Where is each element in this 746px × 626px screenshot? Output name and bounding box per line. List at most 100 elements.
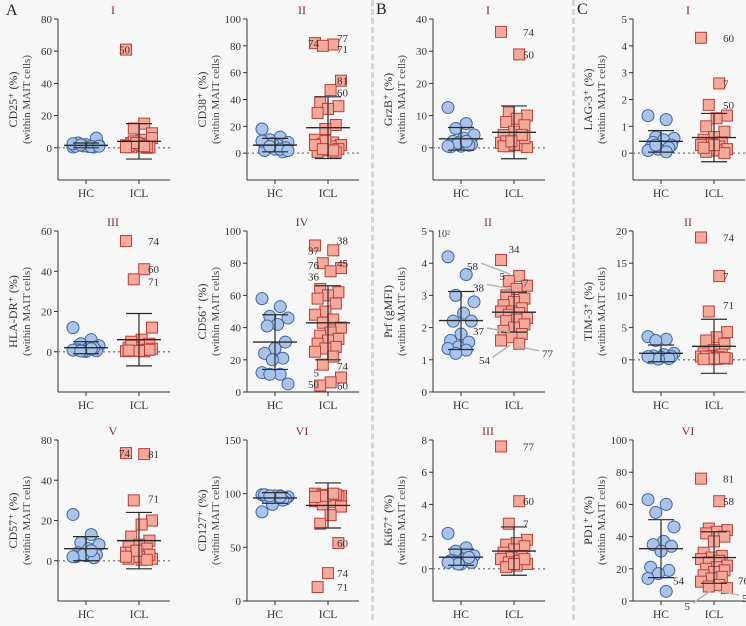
icl-data-point <box>510 282 523 295</box>
icl-data-point <box>324 265 337 278</box>
y-axis-label-sub: (within MAIT cells) <box>21 55 33 144</box>
panel-title: VI <box>682 424 695 438</box>
patient-id-label: 37 <box>473 326 485 338</box>
icl-data-point <box>718 125 731 138</box>
y-tick-label: 80 <box>41 14 53 26</box>
y-tick-label: 1 <box>622 121 628 133</box>
y-tick-label: 40 <box>616 532 628 544</box>
icl-data-point <box>120 235 132 248</box>
icl-data-point <box>515 128 528 141</box>
hc-data-point <box>649 138 663 152</box>
icl-data-point <box>513 48 526 61</box>
y-tick-label: 30 <box>416 46 428 58</box>
hc-data-point <box>74 344 88 358</box>
y-tick-label: 10 <box>616 290 628 302</box>
y-tick-label: 40 <box>230 95 242 107</box>
patient-id-label: 71 <box>723 300 734 312</box>
patient-id-label: 50 <box>723 100 735 112</box>
y-tick-label: 0 <box>236 387 242 399</box>
icl-data-point <box>695 31 707 44</box>
annotation-arrow <box>486 283 511 290</box>
icl-data-point <box>316 143 329 156</box>
y-axis-label: CD56⁺ (%) <box>195 284 209 340</box>
patient-id-label: 50 <box>742 593 746 605</box>
icl-data-point <box>138 263 151 276</box>
patient-id-label: 50 <box>523 49 535 61</box>
y-axis-label: Prf (gMFI) <box>381 285 395 338</box>
patient-id-label: 60 <box>337 538 349 550</box>
y-tick-label: 60 <box>230 68 242 80</box>
patient-id-label: 71 <box>337 44 348 56</box>
scatter-panel-a-iv: IV 0 20 40 60 80 100 HC ICL CD56⁺ (%) (within MAIT… <box>195 215 359 412</box>
icl-data-point <box>718 337 731 350</box>
icl-data-point <box>120 447 132 460</box>
hc-data-point <box>641 109 655 123</box>
patient-id-label: 34 <box>509 244 521 256</box>
icl-data-point <box>718 530 731 543</box>
y-tick-label: 20 <box>230 355 242 367</box>
x-tick-label-icl: ICL <box>319 609 338 621</box>
icl-data-point <box>127 122 140 135</box>
patient-id-label: 54 <box>479 355 491 367</box>
y-axis-label: LAG-3⁺ (%) <box>581 69 595 131</box>
x-tick-label-icl: ICL <box>319 188 338 200</box>
y-tick-label: 150 <box>225 435 242 447</box>
patient-id-label: 60 <box>337 381 349 393</box>
hc-data-point <box>263 139 277 153</box>
scatter-panel-a-v: V 0 20 40 80 HC ICL CD57⁺ (%) (within MAIT cells… <box>6 424 170 621</box>
icl-data-point <box>695 231 707 244</box>
hc-data-point <box>441 250 455 264</box>
y-tick-label: 8 <box>422 435 428 447</box>
hc-data-point <box>659 113 673 127</box>
icl-data-point <box>143 343 156 356</box>
icl-data-point <box>316 39 329 52</box>
hc-data-point <box>84 528 98 542</box>
icl-data-point <box>327 144 340 157</box>
y-axis-label-sub: (within MAIT cells) <box>596 55 608 144</box>
icl-data-point <box>138 140 151 153</box>
annotation-arrow <box>692 590 711 604</box>
y-tick-label: 100 <box>611 435 628 447</box>
x-tick-label-icl: ICL <box>505 188 524 200</box>
panel-title: II <box>684 215 692 229</box>
hc-data-point <box>66 507 80 521</box>
icl-data-point <box>702 580 715 593</box>
icl-data-point <box>135 518 148 531</box>
patient-id-label: 74 <box>337 568 349 580</box>
hc-data-point <box>641 493 655 507</box>
icl-data-point <box>513 495 526 508</box>
y-tick-label: 40 <box>416 14 428 26</box>
hc-data-point <box>449 346 463 360</box>
y-axis-label: CD38⁺ (%) <box>195 72 209 128</box>
icl-data-point <box>319 123 332 136</box>
y-tick-label: 15 <box>616 258 628 270</box>
icl-data-point <box>316 257 329 270</box>
hc-data-point <box>449 121 463 135</box>
icl-data-point <box>710 112 723 125</box>
hc-data-point <box>641 350 655 364</box>
hc-data-point <box>66 321 80 335</box>
icl-data-point <box>314 517 327 530</box>
patient-id-label: 71 <box>337 582 348 594</box>
patient-id-label: 74 <box>523 27 535 39</box>
hc-data-point <box>273 300 287 314</box>
hc-data-point <box>441 101 455 115</box>
patient-id-label: 77 <box>523 441 535 453</box>
panel-title: V <box>109 424 118 438</box>
axis-scale-note: 10² <box>437 229 450 240</box>
patient-id-label: 36 <box>308 271 320 283</box>
y-tick-label: 6 <box>422 467 428 479</box>
icl-data-point <box>314 379 327 392</box>
x-tick-label-hc: HC <box>78 609 94 621</box>
icl-data-point <box>721 326 733 339</box>
panel-title: I <box>111 3 115 17</box>
icl-data-point <box>695 472 707 485</box>
hc-data-point <box>659 584 673 598</box>
icl-data-point <box>329 118 342 131</box>
icl-data-point <box>140 553 153 566</box>
hc-data-point <box>441 139 455 153</box>
patient-id-label: 37 <box>308 245 320 257</box>
section-divider-bc <box>572 0 575 620</box>
y-tick-label: 20 <box>616 226 628 238</box>
patient-id-label: 45 <box>337 258 349 270</box>
